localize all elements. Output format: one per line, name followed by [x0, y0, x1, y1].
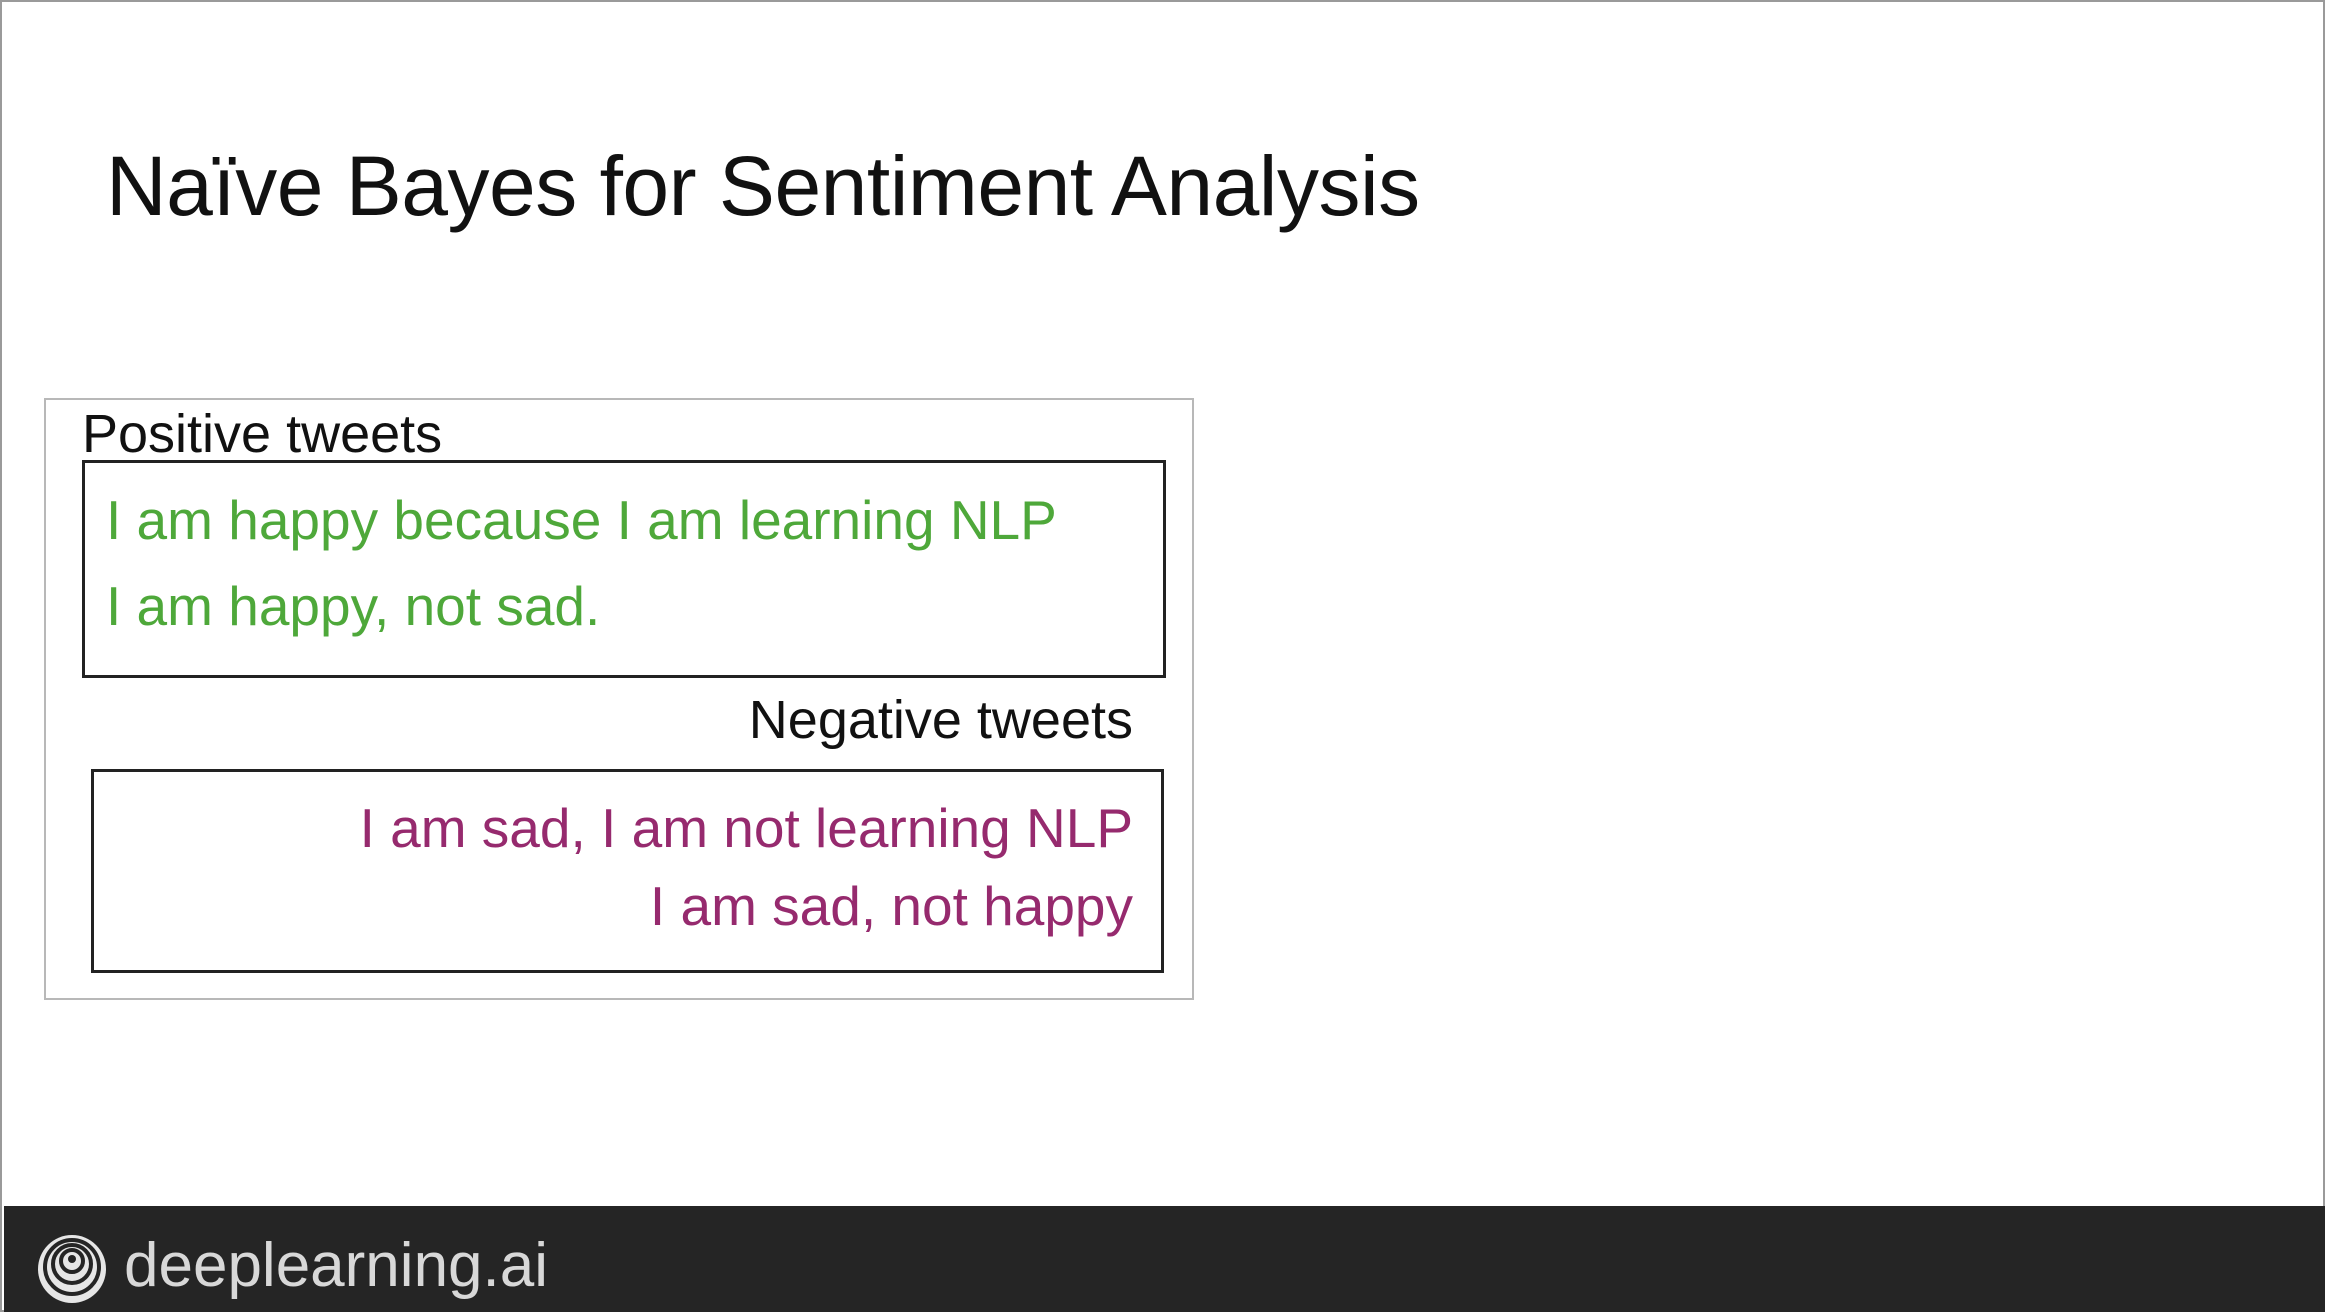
negative-tweet-1: I am sad, I am not learning NLP: [360, 796, 1133, 860]
positive-tweet-2: I am happy, not sad.: [106, 574, 600, 638]
deeplearning-spiral-logo-icon: [36, 1233, 108, 1305]
negative-tweet-2: I am sad, not happy: [650, 874, 1133, 938]
positive-tweet-1: I am happy because I am learning NLP: [106, 488, 1057, 552]
brand-name: deeplearning.ai: [124, 1228, 548, 1304]
slide-title: Naïve Bayes for Sentiment Analysis: [106, 136, 1420, 236]
positive-tweets-heading: Positive tweets: [82, 402, 442, 466]
negative-tweets-heading: Negative tweets: [749, 688, 1133, 752]
